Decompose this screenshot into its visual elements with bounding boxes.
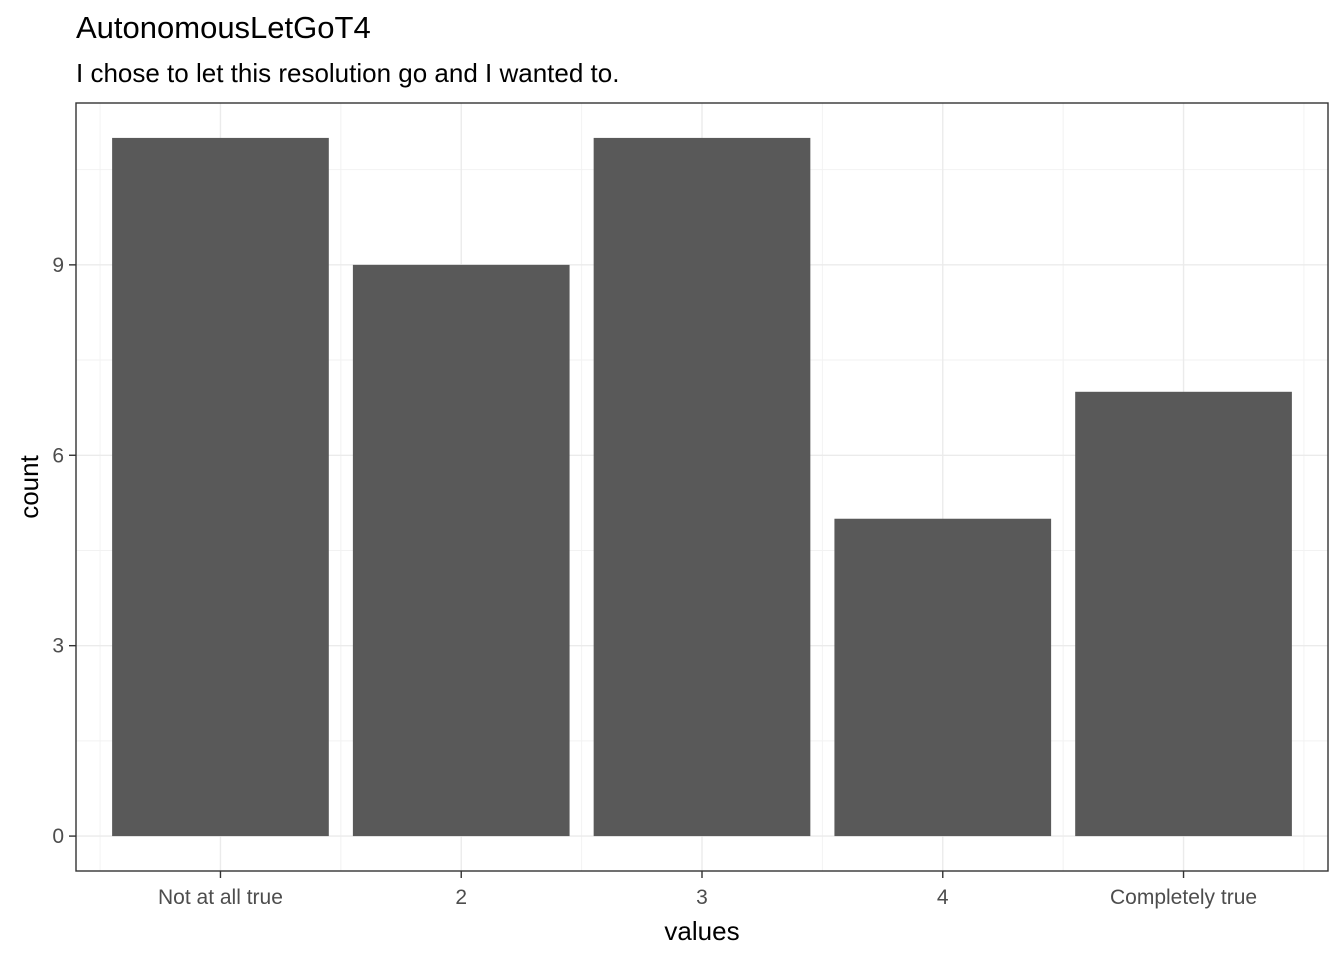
x-tick-label: 3 — [696, 886, 708, 909]
y-tick-label: 3 — [52, 635, 64, 658]
y-tick-label: 6 — [52, 444, 64, 467]
x-axis: Not at all true 2 3 4 Completely true — [158, 871, 1257, 909]
bars — [112, 137, 1292, 837]
bar — [112, 137, 329, 837]
y-tick-label: 9 — [52, 254, 64, 277]
chart-subtitle: I chose to let this resolution go and I … — [76, 58, 620, 88]
bar — [593, 137, 811, 837]
x-axis-title: values — [664, 916, 739, 946]
y-axis: 0 3 6 9 — [52, 254, 76, 848]
bar — [834, 518, 1052, 837]
chart-title: AutonomousLetGoT4 — [76, 10, 371, 45]
bar — [1075, 391, 1292, 837]
x-tick-label: 2 — [455, 886, 467, 909]
x-tick-label: Completely true — [1110, 886, 1257, 909]
x-tick-label: Not at all true — [158, 886, 283, 909]
y-axis-title: count — [14, 454, 44, 518]
y-tick-label: 0 — [52, 825, 64, 848]
x-tick-label: 4 — [937, 886, 949, 909]
bar — [352, 264, 570, 837]
